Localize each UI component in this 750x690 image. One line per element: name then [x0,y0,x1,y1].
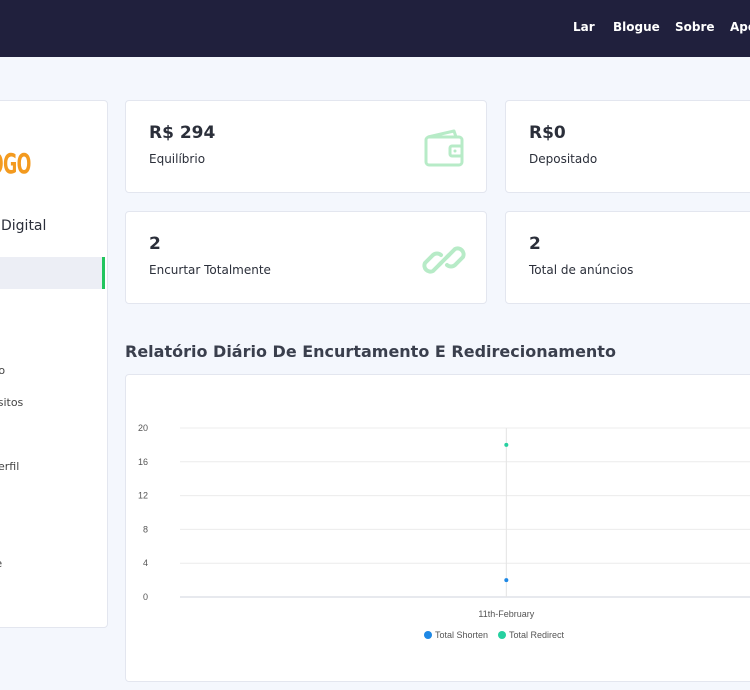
legend-redirect-dot [498,631,506,639]
y-tick-label: 12 [138,491,148,501]
nav-about-link[interactable]: Sobre [675,20,715,34]
shorten-total-card: 2 Encurtar Totalmente [125,211,487,304]
shorten-total-label: Encurtar Totalmente [149,263,271,277]
balance-card: R$ 294 Equilíbrio [125,100,487,193]
legend-shorten[interactable]: Total Shorten [424,630,488,640]
top-navbar: Lar Blogue Sobre Apo [0,0,750,57]
site-logo[interactable]: LOGO [0,147,31,180]
nav-home-link[interactable]: Lar [573,20,595,34]
balance-label: Equilíbrio [149,152,206,166]
ads-total-card: 2 Total de anúncios [505,211,750,304]
data-point [504,442,509,447]
y-tick-label: 8 [143,524,148,534]
deposited-card: R$0 Depositado [505,100,750,193]
legend-redirect[interactable]: Total Redirect [498,630,564,640]
nav-blog-link[interactable]: Blogue [613,20,660,34]
y-tick-label: 20 [138,423,148,433]
sidebar-item-suporte[interactable]: te [0,557,2,570]
y-tick-label: 0 [143,592,148,602]
deposited-label: Depositado [529,152,598,166]
report-title: Relatório Diário De Encurtamento E Redir… [125,342,616,361]
balance-value: R$ 294 [149,123,216,143]
wallet-icon [424,129,464,167]
ads-total-label: Total de anúncios [529,263,634,277]
sidebar-item-perfil[interactable]: perfil [0,460,20,473]
sidebar-item-financeiro[interactable]: iro [0,364,5,377]
legend-shorten-label: Total Shorten [435,630,489,640]
site-name: Digital [1,218,47,234]
y-tick-label: 4 [143,558,148,568]
deposited-value: R$0 [529,123,566,143]
sidebar-item-active[interactable] [0,257,105,289]
y-tick-label: 16 [138,457,148,467]
x-tick-label: 11th-February [478,609,534,619]
legend-redirect-label: Total Redirect [509,630,565,640]
sidebar-item-depositos[interactable]: ósitos [0,396,24,409]
nav-support-link[interactable]: Apo [730,20,750,34]
shorten-total-value: 2 [149,234,161,254]
sidebar: LOGO Digital iro ósitos perfil te [0,100,108,628]
ads-total-value: 2 [529,234,541,254]
chart-card [125,374,750,682]
legend-shorten-dot [424,631,432,639]
data-point [504,578,509,583]
link-icon [422,246,466,274]
